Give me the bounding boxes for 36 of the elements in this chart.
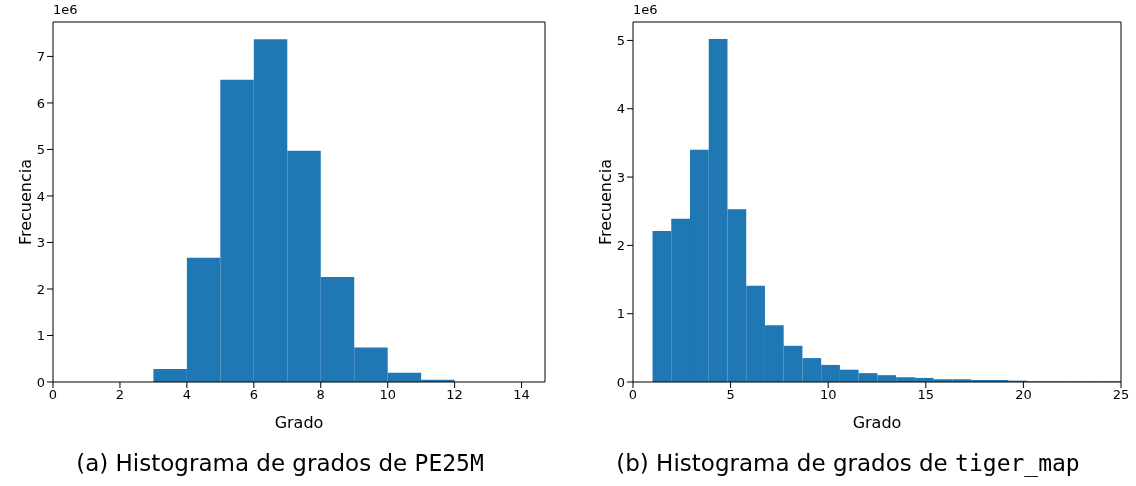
- x-tick-label: 6: [249, 387, 258, 403]
- y-tick-label: 7: [36, 49, 45, 65]
- y-tick-label: 3: [616, 169, 625, 185]
- x-tick-label: 12: [446, 387, 463, 403]
- x-tick-label: 4: [182, 387, 192, 403]
- y-tick-label: 4: [616, 101, 625, 117]
- y-tick-label: 2: [36, 281, 45, 297]
- x-tick-label: 14: [513, 387, 530, 403]
- text: (b) Histograma de grados de tiger_map: [615, 450, 1081, 476]
- y-tick-label: 4: [36, 188, 45, 204]
- x-tick-label: 0: [628, 387, 638, 403]
- y-axis-title: Frecuencia: [15, 158, 35, 246]
- y-tick-label: 5: [36, 142, 45, 158]
- y-tick-label: 0: [616, 374, 625, 390]
- y-tick-label: 5: [616, 33, 625, 49]
- x-tick-label: 15: [917, 387, 935, 403]
- y-tick-label: 6: [36, 95, 45, 111]
- y-tick-label: 0: [36, 374, 45, 390]
- x-axis-title: Grado: [852, 413, 902, 432]
- y-tick-label: 2: [616, 237, 625, 253]
- x-tick-label: 10: [819, 387, 837, 403]
- y-tick-label: 1: [616, 306, 625, 322]
- x-tick-label: 2: [115, 387, 125, 403]
- x-tick-label: 5: [726, 387, 735, 403]
- x-tick-label: 8: [316, 387, 325, 403]
- text: 1e6: [633, 2, 658, 17]
- x-tick-label: 25: [1112, 387, 1130, 403]
- x-tick-label: 0: [48, 387, 58, 403]
- x-tick-label: 10: [379, 387, 396, 403]
- x-axis-title: Grado: [274, 413, 324, 432]
- x-tick-label: 20: [1015, 387, 1032, 403]
- text: 1e6: [53, 2, 78, 17]
- y-axis-title: Frecuencia: [595, 158, 615, 246]
- text: (a) Histograma de grados de PE25M: [75, 450, 485, 476]
- y-tick-label: 1: [36, 328, 45, 344]
- y-tick-label: 3: [36, 235, 45, 251]
